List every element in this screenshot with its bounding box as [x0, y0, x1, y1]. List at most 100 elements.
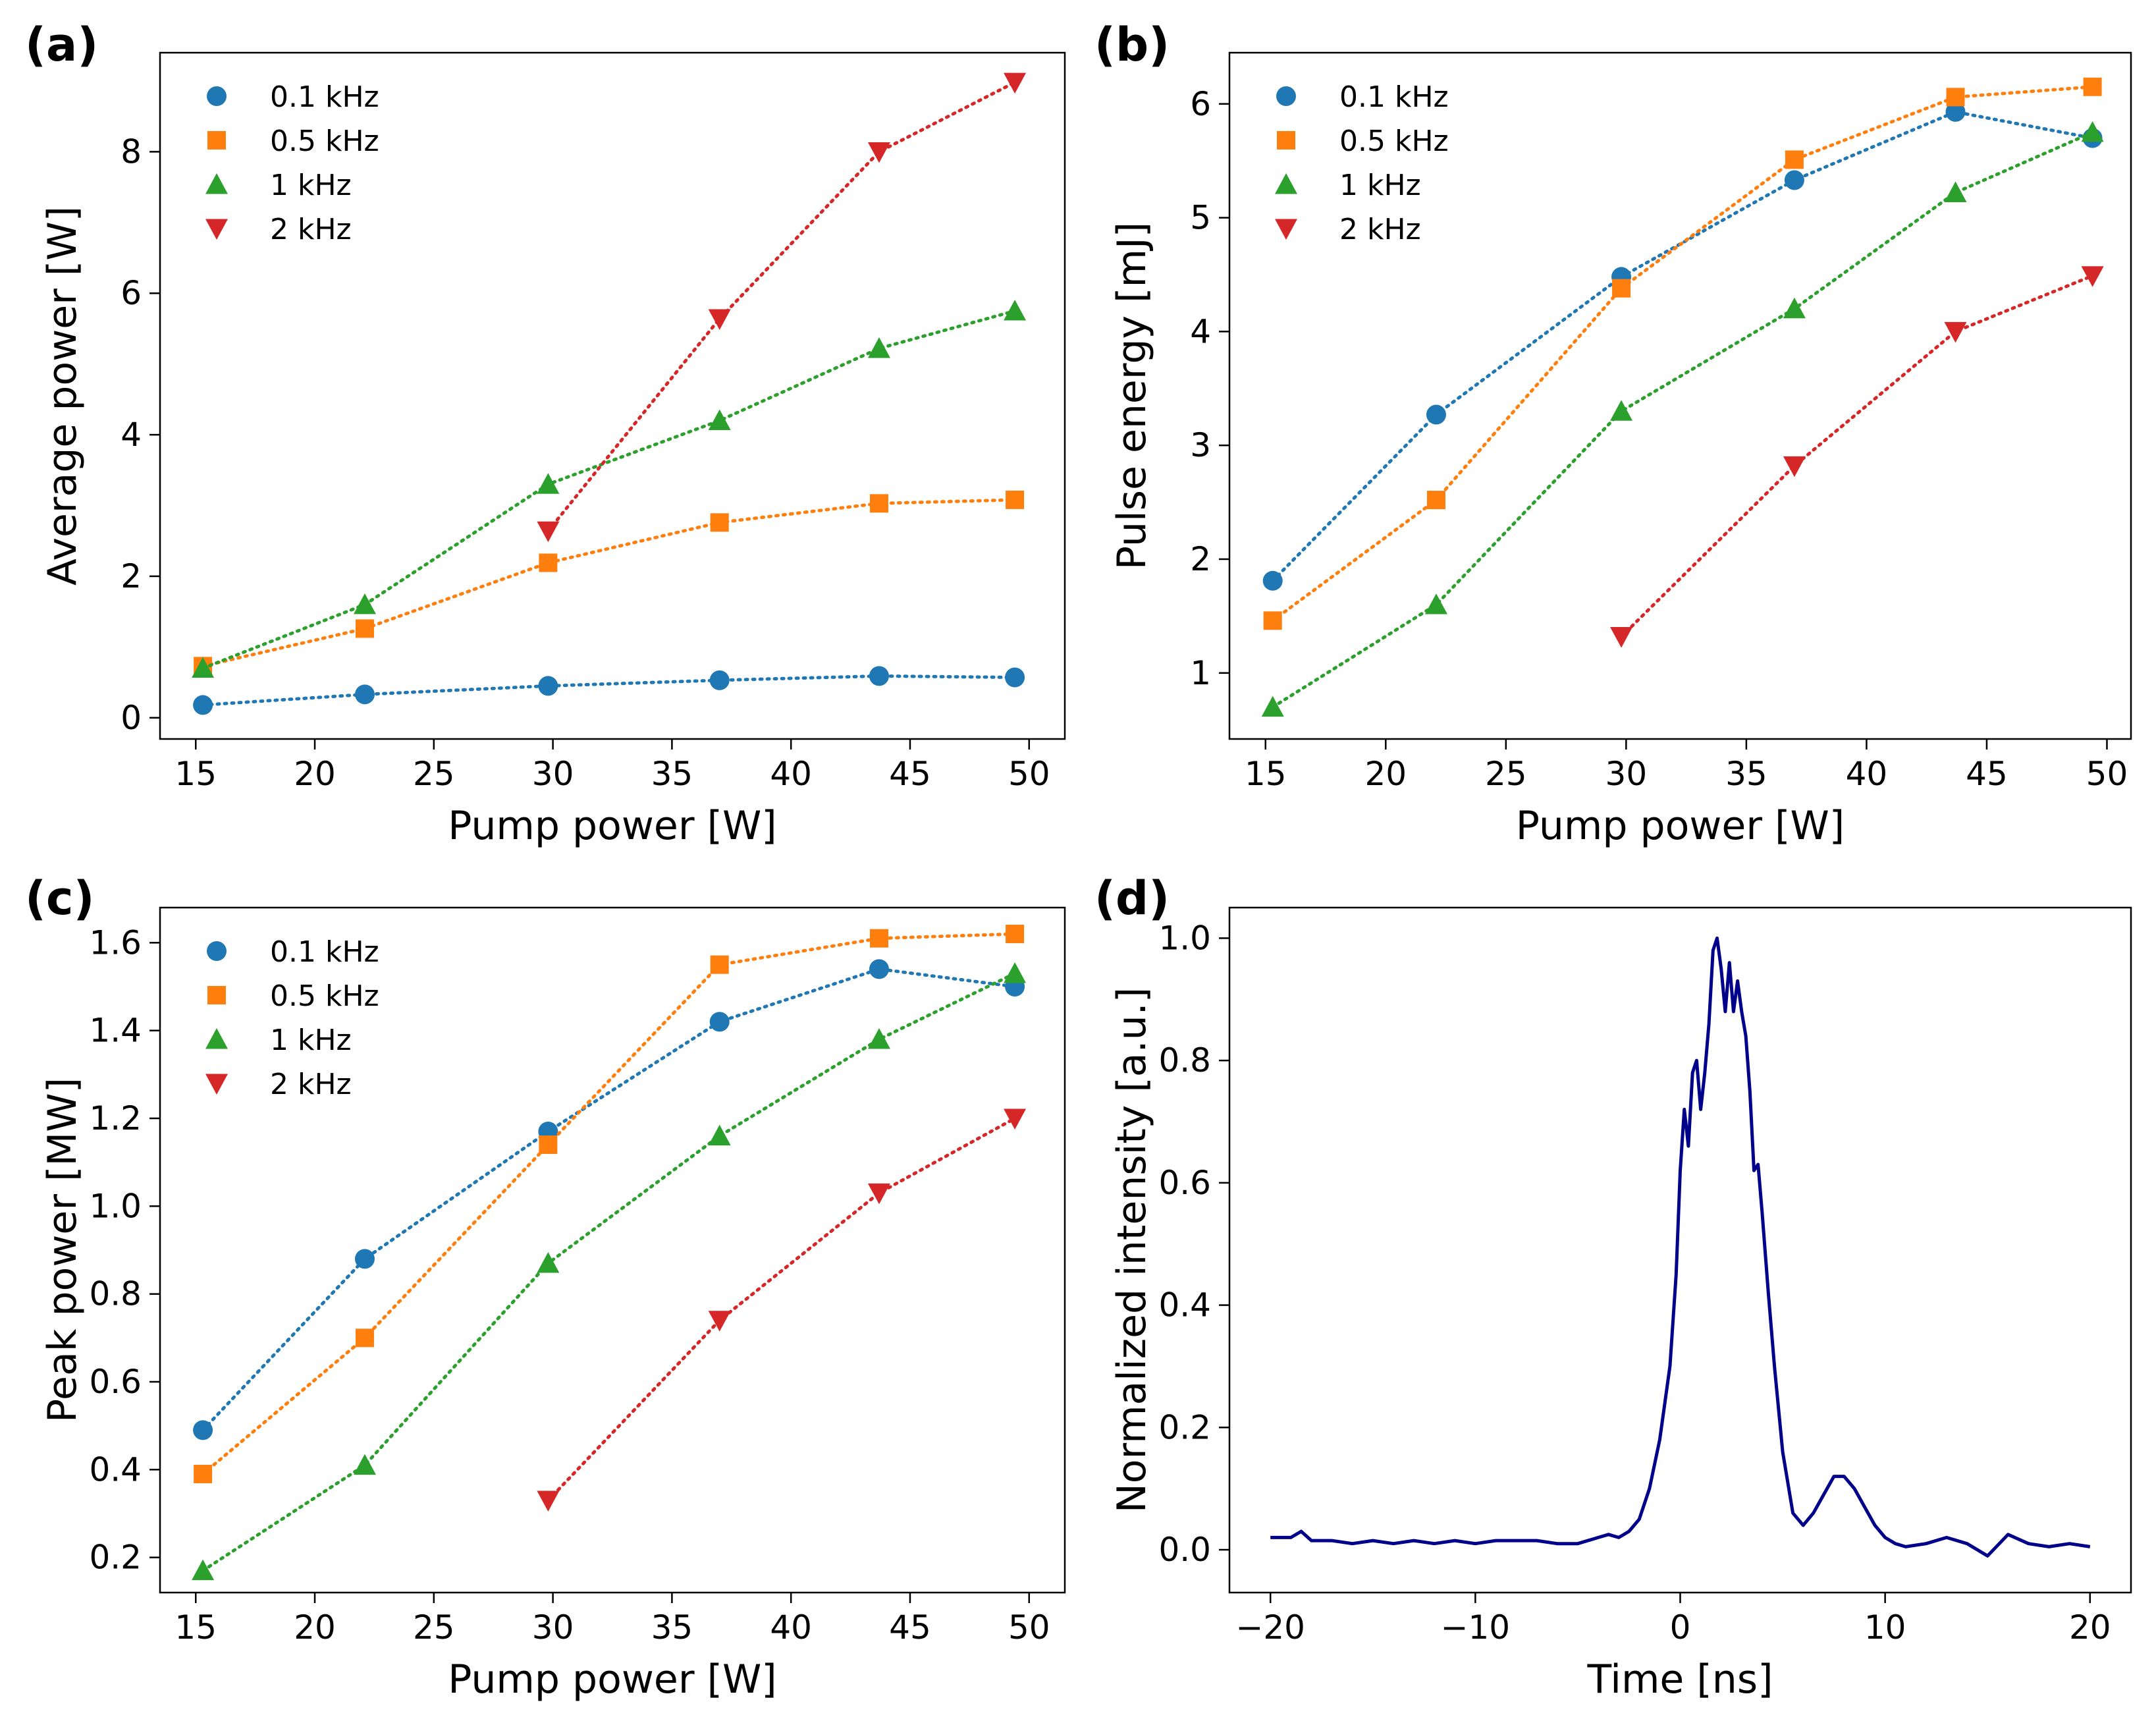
data-point-0-5-khz — [539, 553, 558, 572]
data-point-0-5-khz — [2083, 77, 2102, 96]
plot-a: 15 20 25 30 35 40 45 50 0 2 4 6 8 Pump power [W] Avera… — [40, 51, 1066, 849]
data-point-2-khz — [537, 1490, 560, 1512]
series-line-pulse-trace — [1270, 936, 2091, 1558]
x-tick-label: 10 — [1864, 1608, 1906, 1647]
data-point-0-1-khz — [354, 1249, 375, 1269]
x-tick-label: 45 — [889, 755, 931, 793]
data-point-0-5-khz — [1426, 491, 1445, 510]
panel-c: (c) 15 20 25 30 35 40 45 50 0.2 0.4 0.6 0.8 1.0 1.2 1.… — [25, 871, 1066, 1703]
x-tick-label: 35 — [651, 1608, 693, 1647]
data-point-1-khz — [192, 657, 215, 678]
x-tick-label: 25 — [413, 1608, 455, 1647]
panel-a: (a) 15 20 25 30 35 40 45 50 0 2 4 6 8 Pump power [W] A… — [25, 18, 1066, 849]
panel-d: (d) −20 −10 0 10 20 0.0 0.2 0.4 0.6 0.8 1.0 Time [n… — [1094, 871, 2132, 1703]
y-tick-label: 2 — [1190, 540, 1211, 578]
data-point-0-5-khz — [869, 494, 888, 513]
y-tick-label: 1.0 — [89, 1187, 142, 1225]
data-point-1-khz — [1004, 300, 1027, 321]
x-tick-label: 25 — [413, 755, 455, 793]
x-tick-label: 40 — [1846, 755, 1888, 793]
data-point-0-5-khz — [1946, 88, 1965, 107]
legend-marker-2-khz — [1275, 219, 1297, 240]
data-point-1-khz — [1424, 593, 1447, 615]
x-tick-label: 25 — [1485, 755, 1527, 793]
data-point-0-5-khz — [1263, 611, 1282, 630]
data-point-0-1-khz — [193, 695, 213, 715]
legend-label-0-1-khz: 0.1 kHz — [270, 80, 379, 114]
x-tick-label: 20 — [294, 1608, 336, 1647]
x-tick-label: −20 — [1235, 1608, 1305, 1647]
legend-label-2-khz: 2 kHz — [270, 1068, 352, 1101]
x-tick-label: 15 — [175, 1608, 217, 1647]
data-point-0-1-khz — [1945, 101, 1966, 122]
x-tick-label: 50 — [1008, 755, 1050, 793]
data-point-0-1-khz — [1784, 170, 1804, 190]
legend-marker-0-5-khz — [207, 986, 226, 1004]
legend-label-0-5-khz: 0.5 kHz — [270, 124, 379, 158]
legend-marker-1-khz — [205, 173, 228, 194]
legend-marker-0-5-khz — [207, 131, 226, 150]
series-line-0-5-khz — [201, 932, 1017, 1476]
data-point-1-khz — [708, 409, 731, 431]
legend-label-2-khz: 2 kHz — [1339, 213, 1421, 246]
series-line-0-5-khz — [201, 498, 1017, 668]
data-point-1-khz — [353, 593, 376, 615]
data-point-0-5-khz — [710, 955, 729, 974]
y-tick-label: 0.2 — [89, 1539, 142, 1577]
x-tick-label: 15 — [1245, 755, 1287, 793]
plot-c: 15 20 25 30 35 40 45 50 0.2 0.4 0.6 0.8 1.0 1.2 1.4 1.6… — [40, 906, 1066, 1703]
y-axis-label: Average power [W] — [40, 206, 86, 586]
legend-label-0-1-khz: 0.1 kHz — [270, 935, 379, 969]
data-point-2-khz — [2081, 266, 2104, 287]
x-tick-label: 40 — [770, 755, 812, 793]
y-tick-label: 6 — [1190, 85, 1211, 123]
data-point-2-khz — [1783, 456, 1806, 478]
series-line-1-khz — [201, 971, 1017, 1573]
data-point-1-khz — [353, 1454, 376, 1475]
x-tick-label: 45 — [1966, 755, 2008, 793]
data-point-1-khz — [537, 1252, 560, 1273]
data-point-0-1-khz — [1005, 667, 1025, 688]
panel-label-c: (c) — [25, 871, 94, 925]
series-group — [192, 72, 1027, 715]
data-point-0-5-khz — [1612, 279, 1631, 298]
data-point-0-5-khz — [355, 1328, 374, 1348]
x-axis-label: Pump power [W] — [1516, 803, 1845, 849]
x-tick-label: 35 — [1725, 755, 1767, 793]
x-tick-label: 45 — [889, 1608, 931, 1647]
data-point-1-khz — [537, 473, 560, 494]
x-tick-label: −10 — [1441, 1608, 1511, 1647]
data-point-0-5-khz — [869, 929, 888, 948]
legend-label-0-5-khz: 0.5 kHz — [1339, 124, 1449, 158]
x-axis-label: Pump power [W] — [448, 803, 776, 849]
axes-frame — [159, 906, 1066, 1594]
x-axis-label: Pump power [W] — [448, 1656, 776, 1703]
data-point-0-5-khz — [355, 619, 374, 638]
legend: 0.1 kHz 0.5 kHz 1 kHz 2 kHz — [205, 935, 379, 1101]
data-point-2-khz — [1944, 321, 1967, 343]
legend-marker-0-5-khz — [1277, 131, 1295, 150]
data-point-0-1-khz — [709, 670, 730, 690]
x-tick-label: 30 — [1605, 755, 1648, 793]
data-point-0-1-khz — [354, 684, 375, 705]
panel-label-a: (a) — [25, 18, 98, 72]
x-tick-label: 20 — [2069, 1608, 2111, 1647]
series-line-0-5-khz — [1271, 85, 2095, 622]
y-axis-label: Normalized intensity [a.u.] — [1109, 987, 1155, 1513]
y-tick-label: 0.6 — [89, 1363, 142, 1401]
data-point-0-1-khz — [193, 1420, 213, 1440]
data-point-0-5-khz — [1006, 925, 1025, 943]
plot-d: −20 −10 0 10 20 0.0 0.2 0.4 0.6 0.8 1.0 Time [ns] No… — [1109, 906, 2132, 1703]
y-tick-label: 3 — [1190, 426, 1211, 464]
data-point-2-khz — [708, 309, 731, 330]
data-point-2-khz — [1004, 72, 1027, 94]
data-point-1-khz — [192, 1559, 215, 1581]
data-point-1-khz — [1944, 181, 1967, 202]
data-point-2-khz — [1610, 627, 1633, 648]
legend-label-1-khz: 1 kHz — [270, 169, 352, 202]
legend-marker-1-khz — [1275, 173, 1297, 194]
series-line-1-khz — [1271, 130, 2095, 709]
data-point-0-5-khz — [1006, 490, 1025, 509]
